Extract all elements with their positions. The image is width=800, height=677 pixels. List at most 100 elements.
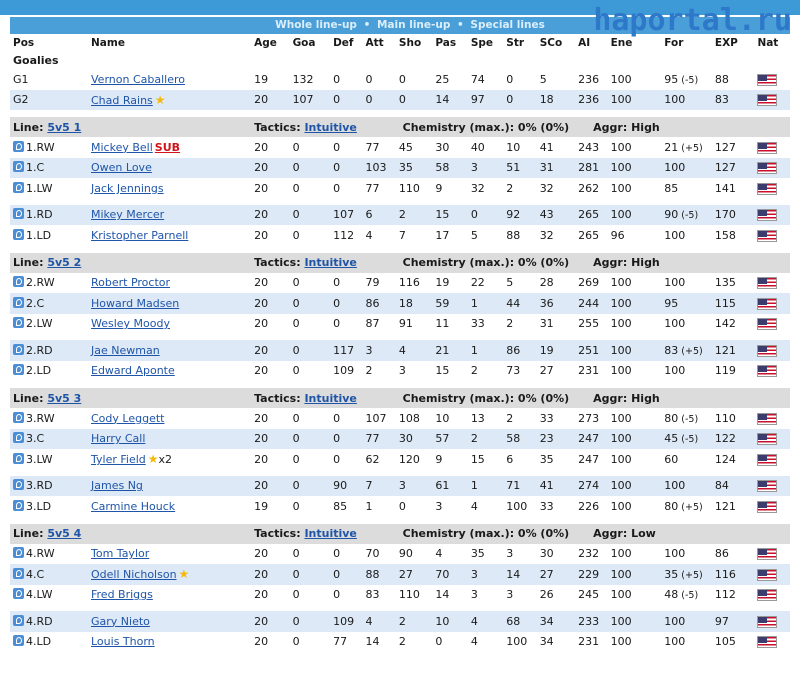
player-position-icon[interactable] [13,432,24,444]
player-name-link[interactable]: Gary Nieto [91,614,150,628]
stat-pas: 15 [432,360,468,381]
form-cell: 80 (+5) [661,496,712,517]
player-position-icon[interactable] [13,635,24,647]
line-label: Line: [13,391,48,405]
player-name-link[interactable]: Harry Call [91,432,146,446]
position-label: 4.RD [26,614,53,628]
player-row: 1.RD Mikey Mercer 20 0 107 6 2 15 0 92 43 265 100 90 … [10,204,790,225]
player-position-icon[interactable] [13,140,24,152]
tactics-link[interactable]: Intuitive [304,256,357,269]
player-row: 4.LD Louis Thorn 20 0 77 14 2 0 4 100 34 231 100 100 1… [10,631,790,652]
player-name-link[interactable]: Mickey Bell [91,140,153,154]
player-name-link[interactable]: Robert Proctor [91,276,171,290]
player-name-link[interactable]: Fred Briggs [91,588,153,602]
player-position-icon[interactable] [13,161,24,173]
stat-str: 14 [503,564,537,585]
form-delta: (+5) [678,501,703,513]
player-position-icon[interactable] [13,452,24,464]
tactics-cell: Tactics: Intuitive [251,388,396,408]
row-gap [10,469,790,476]
player-position-icon[interactable] [13,411,24,423]
usa-flag-icon [757,277,778,290]
player-name-link[interactable]: Howard Madsen [91,296,180,310]
line-link[interactable]: 5v5 4 [47,527,82,540]
tactics-link[interactable]: Intuitive [304,391,357,405]
column-header-def: Def [333,36,354,49]
player-position-icon[interactable] [13,567,24,579]
player-row: 2.RW Robert Proctor 20 0 0 79 116 19 22 5 28 269 100… [10,272,790,293]
player-position-icon[interactable] [13,317,24,329]
player-name-link[interactable]: Jack Jennings [91,181,164,195]
line-link[interactable]: 5v5 1 [47,120,82,134]
form-cell: 85 [661,178,712,199]
player-row: 2.LD Edward Aponte 20 0 109 2 3 15 2 73 27 231 100 10… [10,360,790,381]
stat-sco: 5 [536,69,576,90]
tactics-link[interactable]: Intuitive [304,527,357,540]
player-name-link[interactable]: James Ng [91,479,143,493]
stat-def: 0 [330,178,363,199]
stat-att: 77 [362,178,396,199]
player-position-icon[interactable] [13,296,24,308]
player-position-icon[interactable] [13,547,24,559]
player-position-icon[interactable] [13,181,24,193]
player-name-link[interactable]: Chad Rains [91,93,153,107]
player-position-icon[interactable] [13,276,24,288]
stat-exp: 170 [711,204,755,225]
player-position-icon[interactable] [13,208,24,220]
stat-def: 0 [330,69,363,90]
player-name-link[interactable]: Mikey Mercer [91,208,165,222]
stat-pas: 10 [432,611,468,632]
player-name-link[interactable]: Owen Love [91,161,152,175]
position-label: 4.LD [26,635,52,649]
position-label: 3.LD [26,499,52,513]
player-position-icon[interactable] [13,364,24,376]
position-cell: 3.LD [10,496,88,517]
line-link[interactable]: 5v5 3 [47,391,82,405]
stat-att: 1 [362,496,396,517]
line-link[interactable]: 5v5 2 [47,256,82,269]
player-name-link[interactable]: Wesley Moody [91,317,171,331]
player-name-link[interactable]: Vernon Caballero [91,72,185,86]
stat-sho: 120 [395,449,433,470]
player-name-link[interactable]: Tom Taylor [91,547,150,561]
sub-badge[interactable]: SUB [154,140,181,154]
column-header-for: For [664,36,684,49]
player-name-link[interactable]: Odell Nicholson [91,568,177,582]
stat-ai: 231 [575,631,608,652]
player-row: 4.C Odell Nicholson ★ 20 0 0 88 27 70 3 14 27 229 100… [10,564,790,585]
stat-spe: 3 [467,564,504,585]
nav-link-whole-line-up[interactable]: Whole line-up [275,19,357,31]
player-name-link[interactable]: Jae Newman [91,343,160,357]
stat-goa: 0 [289,178,331,199]
player-position-icon[interactable] [13,499,24,511]
column-header-ai: AI [578,36,591,49]
player-name-link[interactable]: Edward Aponte [91,364,175,378]
player-position-icon[interactable] [13,479,24,491]
stat-goa: 0 [289,584,331,605]
player-position-icon[interactable] [13,588,24,600]
stat-goa: 0 [289,293,331,314]
nav-link-special-lines[interactable]: Special lines [470,19,545,31]
stat-age: 19 [251,69,290,90]
star-icon: ★ [154,92,166,107]
stat-def: 112 [330,225,363,246]
stat-ene: 100 [607,584,662,605]
stat-pas: 19 [432,272,468,293]
tactics-label: Tactics: [254,120,305,134]
player-name-link[interactable]: Carmine Houck [91,499,176,513]
player-position-icon[interactable] [13,343,24,355]
usa-flag-icon [757,500,778,513]
player-name-link[interactable]: Kristopher Parnell [91,228,189,242]
player-position-icon[interactable] [13,228,24,240]
stat-sco: 23 [536,428,576,449]
stat-age: 20 [251,428,290,449]
nav-link-main-line-up[interactable]: Main line-up [376,19,451,31]
nationality-cell [754,564,790,585]
tactics-link[interactable]: Intuitive [304,120,357,134]
nationality-cell [754,449,790,470]
player-name-link[interactable]: Tyler Field [91,453,146,467]
player-name-link[interactable]: Louis Thorn [91,635,155,649]
stat-spe: 4 [467,611,504,632]
player-name-link[interactable]: Cody Leggett [91,411,165,425]
player-position-icon[interactable] [13,614,24,626]
